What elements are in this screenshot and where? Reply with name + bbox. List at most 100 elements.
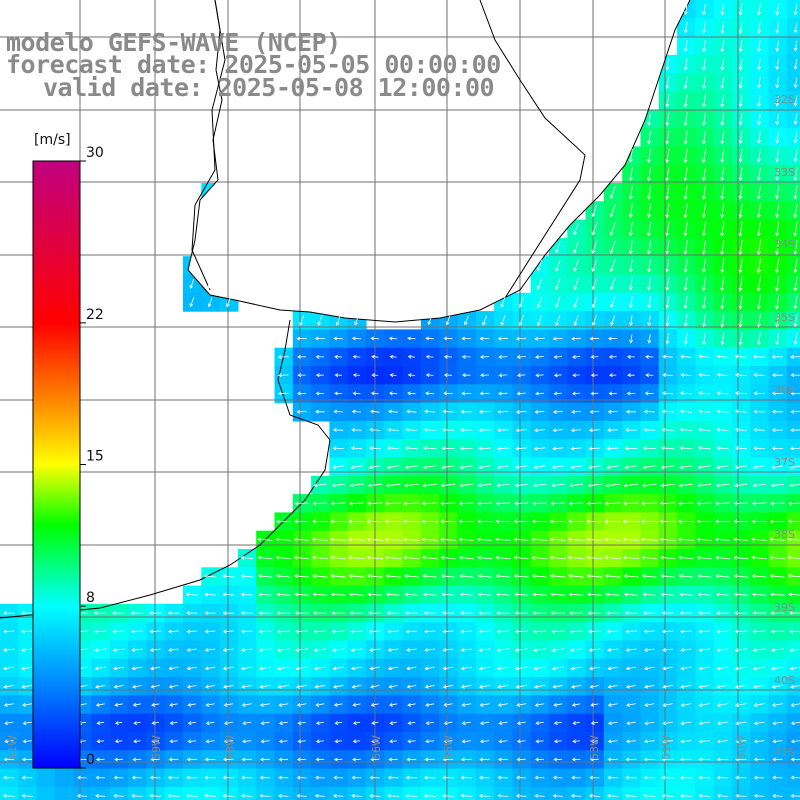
wind-arrow [204, 757, 216, 762]
wind-arrow [21, 684, 33, 689]
wind-arrow [404, 592, 419, 597]
wind-arrow [680, 684, 692, 689]
wind-arrow [151, 720, 159, 725]
wind-arrow [477, 574, 492, 579]
wind-arrow [716, 775, 729, 780]
speed-cell [786, 128, 800, 147]
wind-arrow [371, 373, 379, 378]
wind-arrow [348, 501, 365, 506]
wind-arrow [555, 315, 561, 327]
wind-arrow [387, 427, 399, 432]
wind-arrow [604, 501, 621, 506]
wind-arrow [570, 666, 582, 671]
wind-arrow [571, 775, 581, 780]
wind-arrow [665, 240, 670, 255]
wind-arrow [405, 793, 418, 798]
wind-arrow [610, 296, 616, 309]
wind-arrow [771, 666, 784, 671]
wind-arrow [241, 757, 252, 762]
wind-arrow [350, 465, 363, 470]
wind-arrow [168, 666, 179, 671]
wind-arrow [425, 336, 435, 341]
wind-arrow [150, 666, 161, 671]
wind-arrow [753, 373, 765, 378]
wind-arrow [679, 775, 692, 780]
wind-arrow [570, 793, 582, 798]
wind-arrow [569, 629, 583, 634]
wind-arrow [738, 94, 743, 108]
wind-arrow [550, 501, 566, 506]
latitude-label: 41S [774, 746, 795, 759]
wind-arrow [604, 519, 622, 524]
wind-arrow [294, 611, 309, 616]
wind-arrow [276, 629, 290, 634]
wind-arrow [716, 757, 729, 762]
wind-arrow [701, 295, 706, 310]
wind-arrow [683, 185, 688, 200]
speed-cell [786, 585, 800, 605]
wind-arrow [514, 501, 529, 506]
wind-arrow [352, 720, 361, 725]
wind-arrow [756, 167, 761, 181]
colorbar-tick-label: 0 [86, 752, 95, 768]
speed-cell [786, 549, 800, 568]
wind-arrow [4, 721, 14, 726]
wind-arrow [698, 354, 711, 359]
wind-arrow [114, 739, 123, 744]
wind-arrow [21, 648, 34, 652]
wind-arrow [534, 702, 545, 707]
wind-arrow [277, 373, 289, 378]
wind-arrow [370, 702, 379, 707]
wind-arrow [332, 427, 344, 432]
speed-cell [347, 786, 367, 800]
wind-arrow [680, 629, 692, 634]
wind-arrow [751, 519, 767, 524]
wind-arrow [241, 684, 253, 689]
wind-arrow [497, 428, 509, 433]
wind-arrow [187, 721, 196, 725]
wind-arrow [643, 611, 656, 616]
wind-arrow [590, 391, 599, 396]
wind-arrow [389, 391, 398, 396]
wind-arrow [441, 446, 455, 451]
wind-arrow [405, 611, 418, 616]
wind-arrow [793, 276, 798, 292]
wind-arrow [702, 76, 707, 90]
wind-arrow [368, 629, 381, 634]
wind-arrow [384, 519, 402, 524]
wind-arrow [588, 648, 601, 652]
wind-arrow [607, 721, 618, 726]
wind-arrow [770, 629, 785, 634]
wind-arrow [787, 519, 800, 524]
wind-arrow [276, 611, 290, 616]
wind-arrow [95, 702, 105, 707]
wind-arrow [329, 537, 347, 542]
speed-cell [219, 786, 239, 800]
wind-arrow [716, 427, 729, 432]
wind-arrow [665, 76, 670, 89]
wind-arrow [497, 757, 508, 762]
wind-arrow [169, 739, 178, 744]
wind-arrow [424, 684, 435, 689]
wind-arrow [388, 684, 398, 689]
wind-arrow [751, 592, 767, 597]
wind-arrow [590, 702, 599, 707]
wind-arrow [647, 130, 652, 145]
wind-arrow [756, 313, 761, 328]
wind-arrow [641, 483, 657, 488]
wind-arrow [515, 684, 527, 689]
wind-arrow [515, 666, 528, 671]
wind-arrow [514, 629, 528, 634]
latitude-label: 34S [774, 238, 795, 251]
wind-arrow [293, 555, 310, 560]
wind-arrow [479, 336, 490, 341]
wind-arrow [665, 185, 670, 200]
wind-arrow [294, 592, 309, 597]
wind-arrow [769, 574, 786, 579]
wind-arrow [662, 666, 673, 671]
wind-arrow [775, 40, 780, 52]
wind-arrow [207, 223, 213, 235]
wind-arrow [514, 648, 528, 653]
colorbar-tick-label: 15 [86, 449, 104, 465]
wind-arrow [204, 592, 216, 597]
